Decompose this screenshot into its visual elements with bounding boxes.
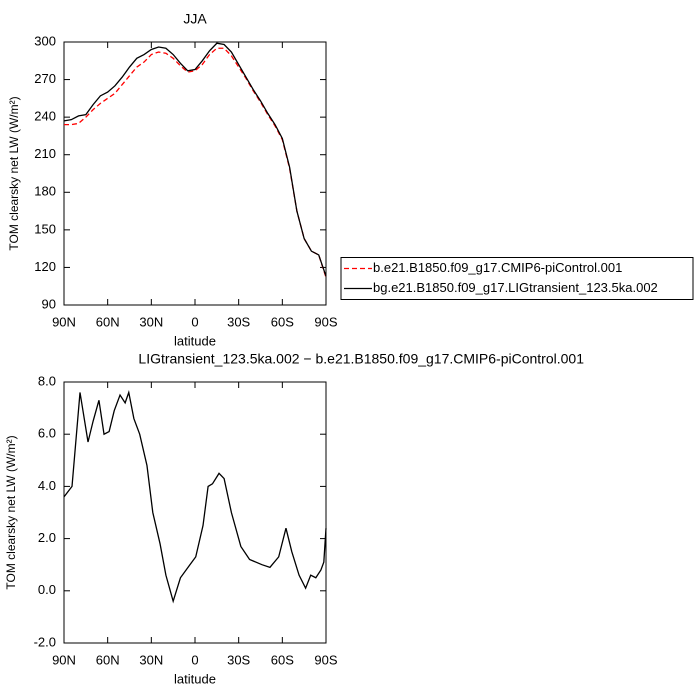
x-tick-label: 30S [227,314,250,329]
plot-frame [63,381,327,644]
x-tick-label: 30N [139,314,163,329]
y-tick-label: 240 [34,109,56,124]
x-tick-label: 90N [52,314,76,329]
x-tick-label: 90N [52,652,76,667]
x-axis-label: latitude [174,671,216,686]
chart-title: JJA [183,11,207,27]
x-tick-label: 60S [271,652,294,667]
legend-label: bg.e21.B1850.f09_g17.LIGtransient_123.5k… [373,280,658,295]
x-tick-label: 0 [191,314,198,329]
legend-box [340,257,694,300]
x-tick-label: 60S [271,314,294,329]
y-tick-label: 90 [42,296,56,311]
y-tick-label: 180 [34,184,56,199]
x-tick-label: 60N [96,314,120,329]
x-tick-label: 0 [191,652,198,667]
y-tick-label: 150 [34,221,56,236]
x-tick-label: 60N [96,652,120,667]
y-tick-label: 4.0 [38,478,56,493]
y-tick-label: 210 [34,146,56,161]
data-line [63,389,327,604]
y-tick-label: 270 [34,71,56,86]
series-line [63,42,327,277]
y-tick-label: 2.0 [38,530,56,545]
y-tick-label: 300 [34,33,56,48]
y-tick-label: 120 [34,259,56,274]
chart-title: LIGtransient_123.5ka.002 − b.e21.B1850.f… [138,351,584,367]
y-tick-label: 6.0 [38,426,56,441]
x-tick-label: 30N [139,652,163,667]
series-line [64,47,327,278]
legend-label: b.e21.B1850.f09_g17.CMIP6-piControl.001 [373,260,622,275]
x-tick-label: 90S [314,652,337,667]
plot-frame [63,41,327,306]
y-tick-label: 0.0 [38,582,56,597]
x-tick-label: 90S [314,314,337,329]
y-tick-label: -2.0 [34,634,56,649]
x-axis-label: latitude [174,333,216,348]
y-axis-label: TOM clearsky net LW (W/m²) [7,96,21,250]
y-axis-label: TOM clearsky net LW (W/m²) [4,435,18,589]
y-tick-label: 8.0 [38,373,56,388]
x-tick-label: 30S [227,652,250,667]
